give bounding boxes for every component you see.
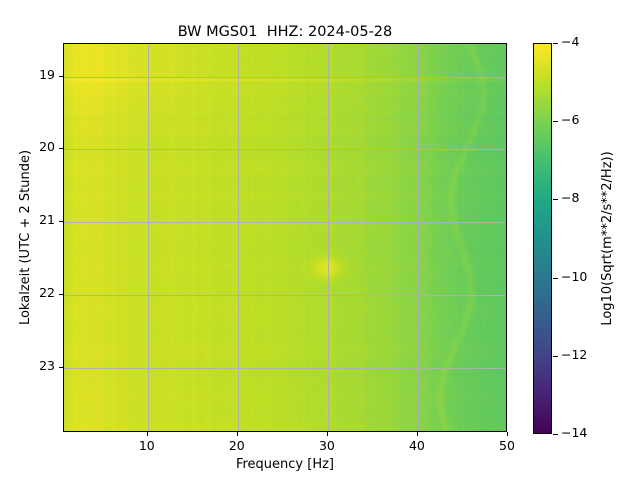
colorbar-tick-8 bbox=[553, 199, 558, 201]
x-tick-label-10: 10 bbox=[138, 438, 155, 453]
y-tick-label-22: 22 bbox=[39, 284, 55, 300]
colorbar-tick-label-8: −8 bbox=[561, 190, 580, 206]
x-axis-label: Frequency [Hz] bbox=[235, 457, 335, 472]
x-tick-10 bbox=[146, 432, 148, 436]
y-tick-20 bbox=[59, 148, 63, 150]
x-tick-label-50: 50 bbox=[499, 438, 515, 453]
colorbar-tick-label-12: −12 bbox=[561, 346, 588, 362]
y-tick-21 bbox=[59, 221, 63, 223]
spectrogram-image bbox=[64, 44, 506, 431]
y-tick-label-23: 23 bbox=[39, 357, 55, 373]
x-tick-50 bbox=[507, 432, 508, 436]
y-tick-19 bbox=[59, 75, 63, 77]
colorbar-tick-12 bbox=[553, 355, 558, 357]
page-title: BW MGS01 HHZ: 2024-05-28 bbox=[177, 24, 393, 40]
spectrogram-plot-area bbox=[63, 43, 507, 432]
x-tick-20 bbox=[236, 432, 238, 436]
colorbar-tick-label-10: −10 bbox=[561, 268, 588, 284]
y-tick-label-20: 20 bbox=[39, 139, 55, 155]
colorbar-tick-label-14: −14 bbox=[561, 425, 588, 440]
x-tick-label-30: 30 bbox=[318, 438, 335, 453]
colorbar-gradient bbox=[534, 44, 551, 433]
colorbar-tick-label-6: −6 bbox=[561, 112, 580, 128]
y-tick-23 bbox=[59, 366, 63, 368]
y-tick-label-19: 19 bbox=[39, 66, 55, 82]
y-axis-label: Lokalzeit (UTC + 2 Stunde) bbox=[18, 149, 33, 326]
x-tick-30 bbox=[326, 432, 328, 436]
colorbar-tick-6 bbox=[553, 121, 558, 123]
x-tick-label-40: 40 bbox=[408, 438, 425, 453]
x-tick-40 bbox=[416, 432, 418, 436]
colorbar-tick-10 bbox=[553, 277, 558, 279]
y-tick-label-21: 21 bbox=[39, 212, 55, 228]
colorbar-tick-4 bbox=[553, 43, 558, 44]
y-tick-22 bbox=[59, 293, 63, 295]
colorbar-label: Log10(Sqrt(m**2/s**2/Hz)) bbox=[600, 151, 615, 326]
colorbar-tick-label-4: −4 bbox=[561, 34, 580, 49]
x-tick-label-20: 20 bbox=[228, 438, 245, 453]
colorbar bbox=[533, 43, 552, 434]
colorbar-tick-14 bbox=[553, 434, 558, 435]
